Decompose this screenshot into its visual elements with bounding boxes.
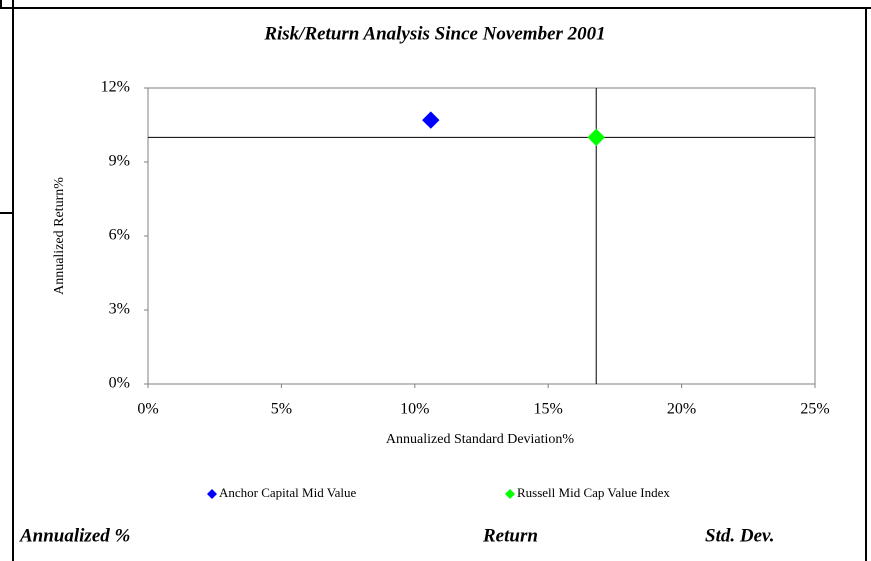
x-tick-label: 25% bbox=[800, 401, 829, 418]
x-tick-label: 0% bbox=[137, 401, 158, 418]
y-tick-label: 6% bbox=[109, 227, 130, 244]
x-tick-label: 20% bbox=[667, 401, 696, 418]
point bbox=[587, 128, 605, 147]
y-tick-label: 3% bbox=[109, 301, 130, 318]
x-tick-label: 5% bbox=[271, 401, 292, 418]
legend-swatch bbox=[207, 489, 217, 499]
x-tick-label: 10% bbox=[400, 401, 429, 418]
y-tick-label: 0% bbox=[109, 375, 130, 392]
table-header: Std. Dev. bbox=[705, 525, 774, 546]
x-tick-label: 15% bbox=[534, 401, 563, 418]
y-tick-label: 9% bbox=[109, 153, 130, 170]
point bbox=[422, 111, 440, 129]
y-tick-label: 12% bbox=[101, 79, 130, 96]
legend-label: Russell Mid Cap Value Index bbox=[517, 485, 670, 500]
y-axis-label: Annualized Return% bbox=[52, 177, 67, 295]
plot-frame bbox=[147, 87, 816, 385]
legend-swatch bbox=[505, 489, 515, 499]
table-header: Return bbox=[482, 525, 538, 546]
x-axis-label: Annualized Standard Deviation% bbox=[386, 432, 575, 447]
chart-title: Risk/Return Analysis Since November 2001 bbox=[263, 23, 605, 44]
legend-label: Anchor Capital Mid Value bbox=[219, 485, 357, 500]
table-header: Annualized % bbox=[19, 525, 130, 546]
